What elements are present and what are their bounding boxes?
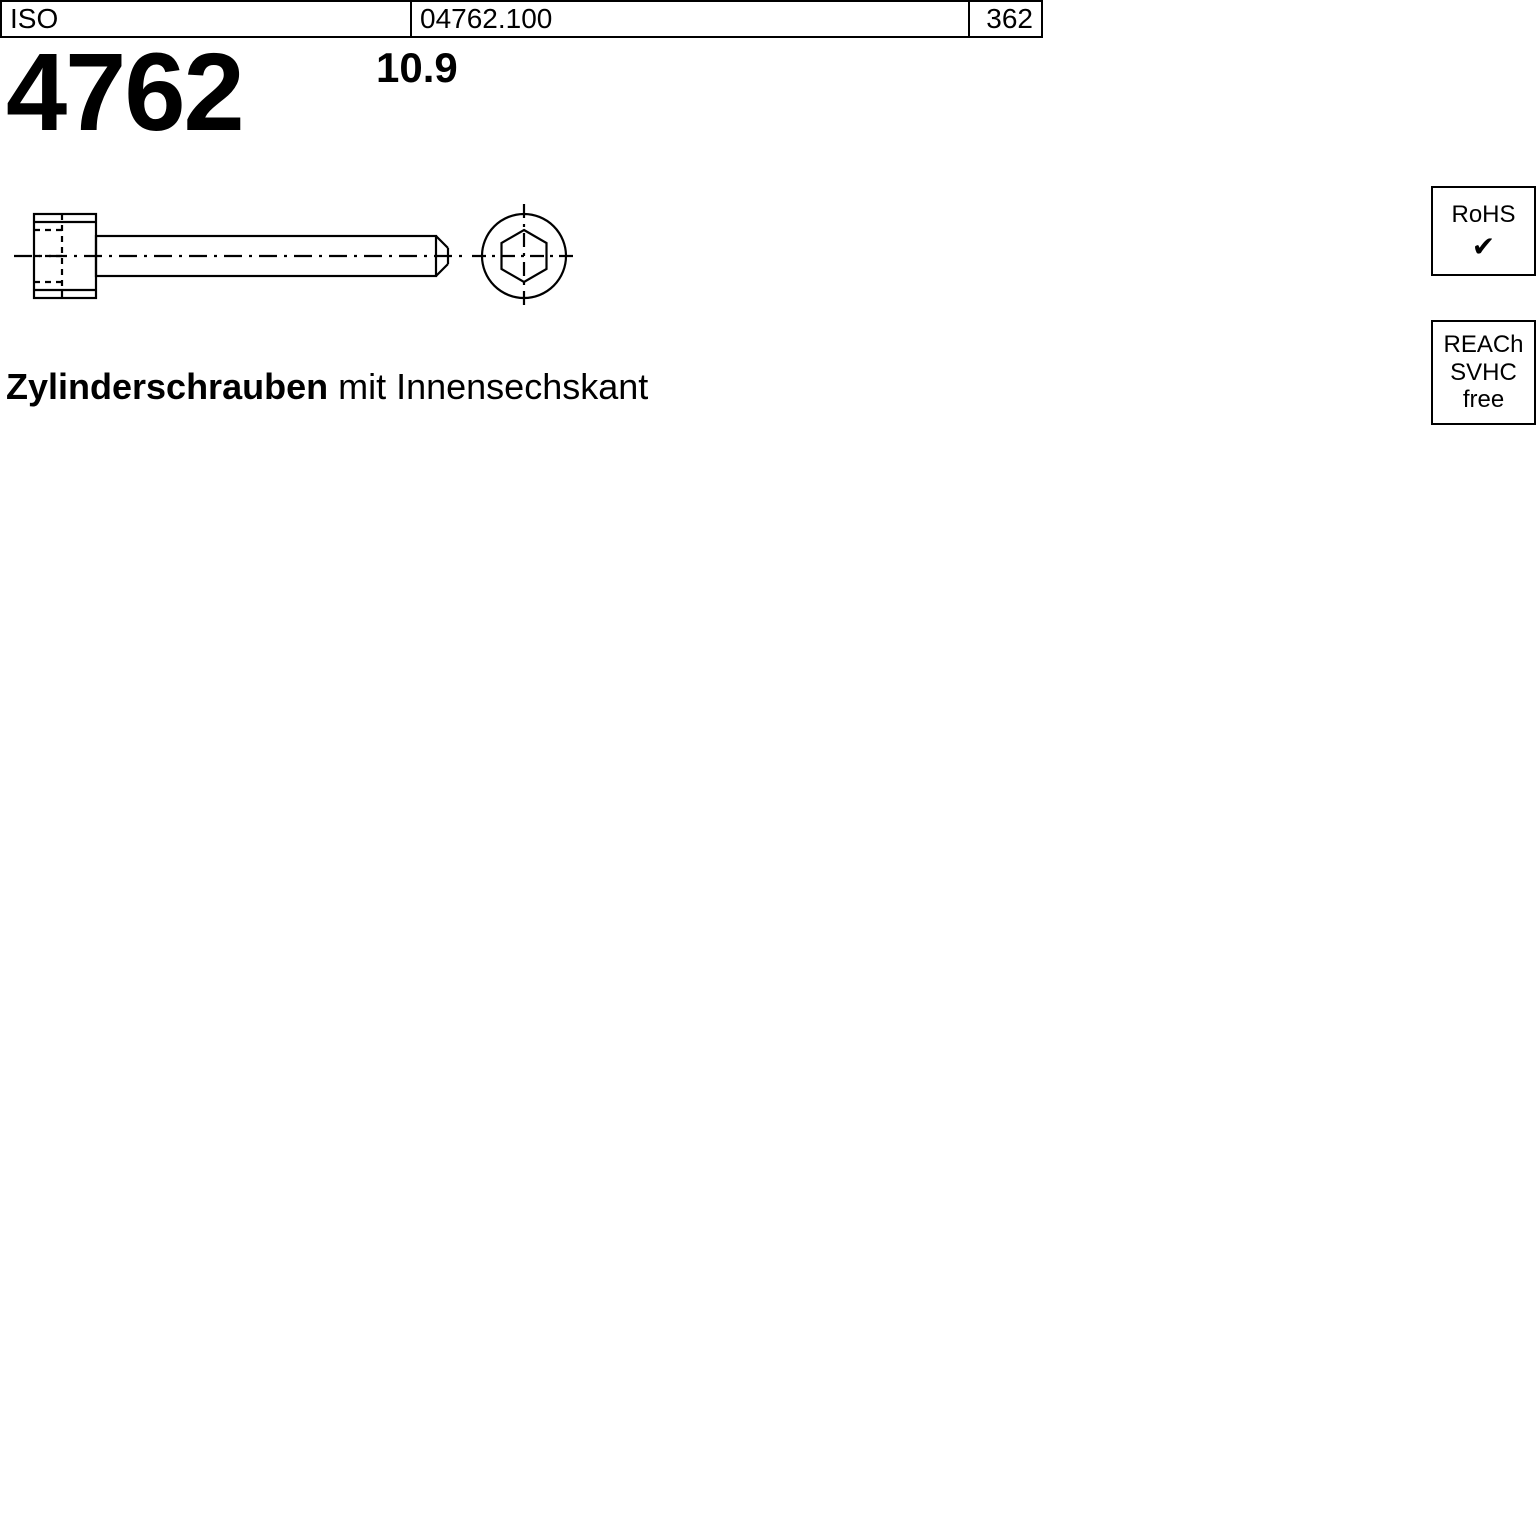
rohs-label: RoHS xyxy=(1451,201,1515,229)
reach-line2: SVHC xyxy=(1450,359,1517,387)
header-code: 04762.100 xyxy=(410,0,970,38)
check-icon: ✔ xyxy=(1472,233,1495,261)
product-description: Zylinderschrauben mit Innensechskant xyxy=(6,366,648,408)
header-page: 362 xyxy=(970,0,1043,38)
description-bold: Zylinderschrauben xyxy=(6,366,328,407)
reach-line1: REACh xyxy=(1443,331,1523,359)
rohs-badge: RoHS ✔ xyxy=(1431,186,1536,276)
strength-class: 10.9 xyxy=(376,44,458,92)
reach-line3: free xyxy=(1463,386,1504,414)
description-rest: mit Innensechskant xyxy=(328,366,648,407)
technical-drawing xyxy=(14,196,574,321)
standard-number: 4762 xyxy=(6,38,243,148)
reach-badge: REACh SVHC free xyxy=(1431,320,1536,425)
